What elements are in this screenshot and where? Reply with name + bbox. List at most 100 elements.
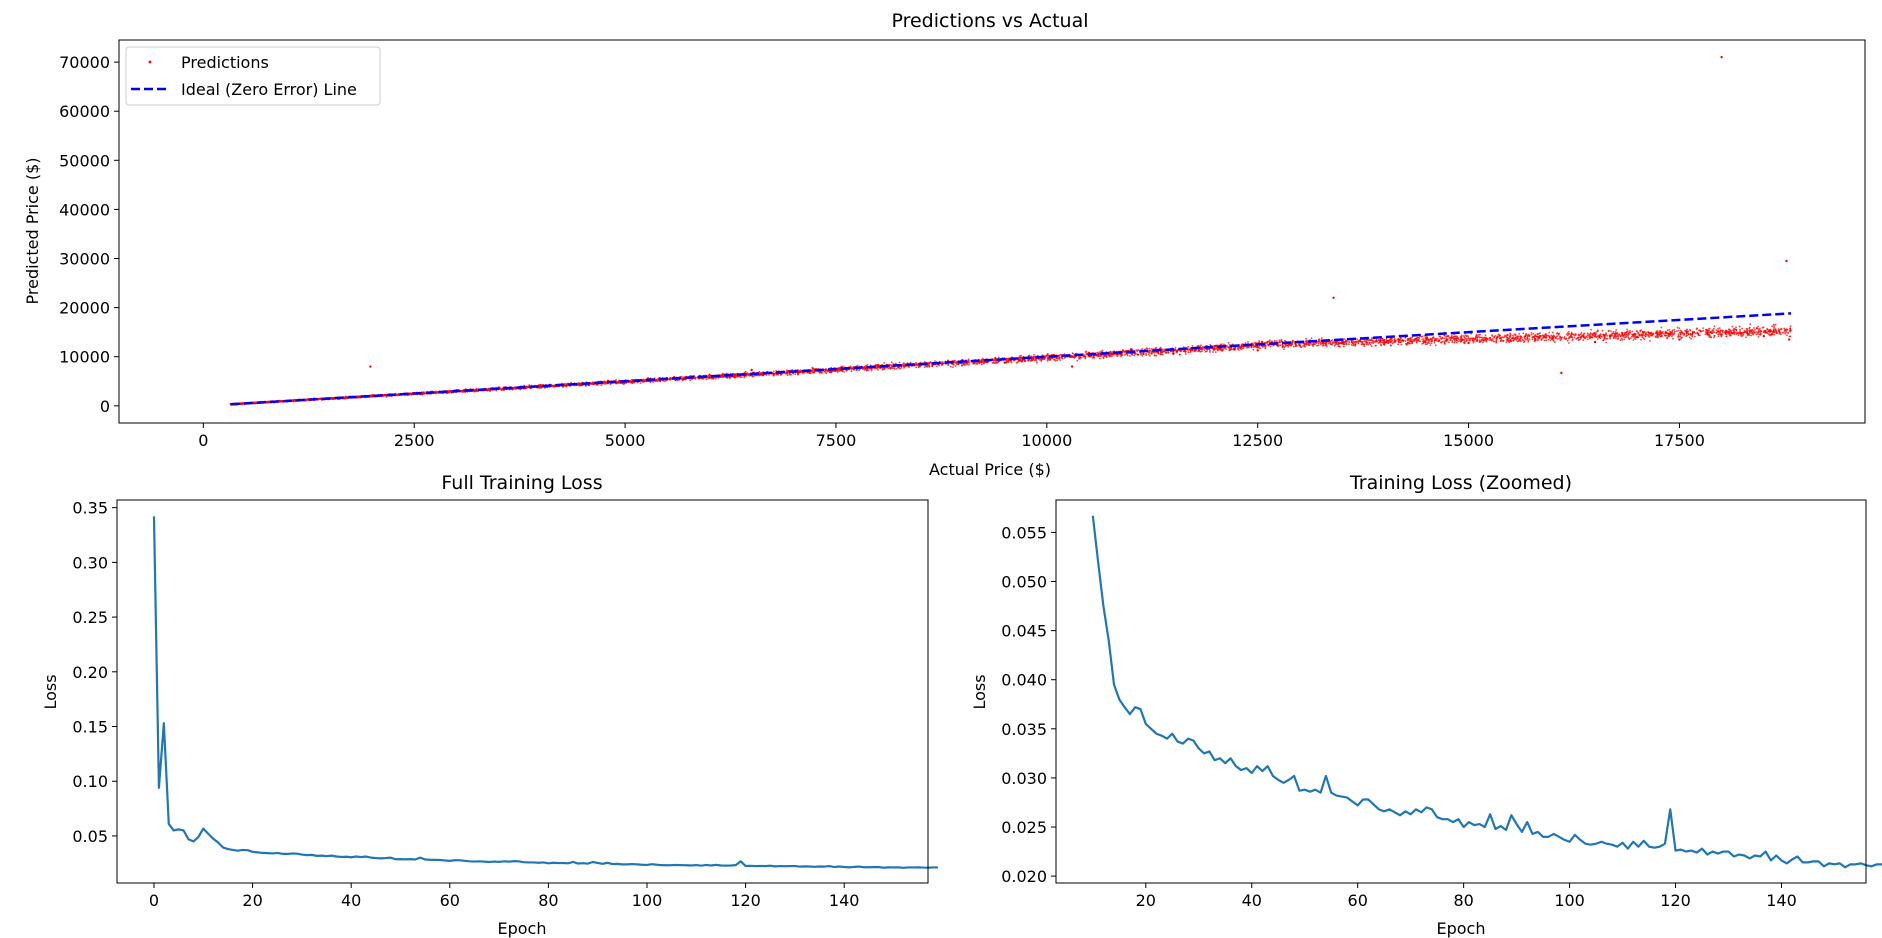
prediction-point (824, 371, 827, 373)
prediction-point (615, 379, 618, 381)
prediction-point (1558, 337, 1560, 340)
prediction-point (1493, 340, 1496, 343)
prediction-point (1649, 334, 1652, 337)
prediction-point (1586, 332, 1589, 335)
prediction-point (1689, 329, 1692, 332)
prediction-point (1464, 334, 1467, 336)
prediction-point (1608, 329, 1610, 332)
prediction-point (1010, 361, 1013, 364)
prediction-point (656, 380, 659, 383)
prediction-point (1707, 328, 1710, 330)
prediction-point (1054, 358, 1056, 361)
prediction-point (1460, 340, 1462, 343)
prediction-point (961, 364, 963, 367)
prediction-point (1679, 335, 1682, 338)
prediction-point (1390, 337, 1393, 340)
prediction-point (1149, 354, 1151, 357)
prediction-point (1386, 339, 1388, 342)
prediction-point (849, 365, 852, 368)
prediction-point (1443, 337, 1446, 340)
prediction-point (1325, 345, 1328, 348)
prediction-point (1076, 359, 1079, 362)
prediction-point (1715, 331, 1718, 334)
prediction-point (1557, 333, 1560, 336)
prediction-point (1236, 347, 1239, 349)
prediction-point (1677, 329, 1680, 332)
prediction-point (1627, 336, 1630, 339)
prediction-point (952, 363, 955, 366)
prediction-point (1719, 329, 1722, 332)
prediction-point (1702, 327, 1705, 329)
prediction-point (1694, 332, 1697, 335)
prediction-point (1783, 331, 1786, 333)
prediction-point (1594, 335, 1597, 338)
prediction-point (1296, 345, 1298, 347)
prediction-point (1345, 343, 1348, 346)
prediction-point (1020, 354, 1022, 357)
prediction-point (1623, 338, 1626, 341)
prediction-point (1333, 344, 1336, 347)
prediction-point (1615, 337, 1617, 340)
prediction-point (1545, 333, 1547, 335)
prediction-point (1423, 338, 1425, 340)
prediction-point (1658, 331, 1661, 334)
prediction-point (1431, 338, 1433, 341)
prediction-point (1201, 350, 1203, 352)
prediction-point (1556, 338, 1559, 340)
prediction-point (1615, 329, 1618, 331)
prediction-point (1279, 344, 1281, 347)
prediction-point (726, 376, 729, 379)
prediction-point (823, 370, 826, 373)
prediction-point (1163, 348, 1165, 351)
prediction-point (1121, 351, 1124, 353)
prediction-point (934, 360, 936, 362)
prediction-point (1520, 340, 1522, 343)
prediction-point (1443, 340, 1446, 343)
prediction-point (1637, 332, 1639, 335)
prediction-point (475, 388, 478, 391)
prediction-point (1543, 334, 1546, 337)
prediction-point (1058, 354, 1061, 357)
prediction-point (888, 363, 891, 366)
prediction-point (1555, 336, 1558, 339)
prediction-point (1542, 334, 1544, 337)
prediction-point (1420, 335, 1423, 338)
prediction-point (1673, 333, 1676, 335)
prediction-point (1101, 349, 1104, 352)
prediction-point (1689, 333, 1692, 336)
prediction-point (1324, 342, 1327, 345)
prediction-point (858, 369, 860, 372)
prediction-point (1774, 328, 1777, 330)
prediction-point (1782, 331, 1784, 334)
prediction-point (1731, 325, 1734, 328)
prediction-point (1643, 338, 1646, 341)
prediction-point (1665, 331, 1668, 334)
prediction-point (1482, 341, 1484, 344)
prediction-point (936, 365, 938, 367)
prediction-point (1567, 330, 1570, 333)
prediction-point (604, 381, 607, 384)
prediction-point (1548, 331, 1551, 334)
prediction-point (850, 370, 853, 373)
prediction-point (1441, 336, 1444, 339)
prediction-point (1455, 339, 1458, 342)
prediction-point (947, 363, 950, 366)
prediction-point (1337, 341, 1339, 344)
prediction-point (1632, 339, 1635, 341)
prediction-point (1513, 338, 1516, 341)
prediction-point (1738, 325, 1741, 328)
prediction-point (1704, 333, 1707, 336)
prediction-point (1355, 341, 1357, 344)
prediction-point (1774, 323, 1777, 326)
prediction-point (1719, 330, 1721, 333)
prediction-point (799, 369, 802, 371)
prediction-point (1571, 339, 1574, 342)
prediction-point (1242, 346, 1245, 349)
prediction-point (1773, 330, 1776, 333)
prediction-point (1174, 346, 1177, 349)
prediction-point (1640, 338, 1642, 341)
prediction-point (1768, 329, 1771, 332)
prediction-point (1093, 357, 1096, 359)
prediction-point (993, 359, 996, 362)
